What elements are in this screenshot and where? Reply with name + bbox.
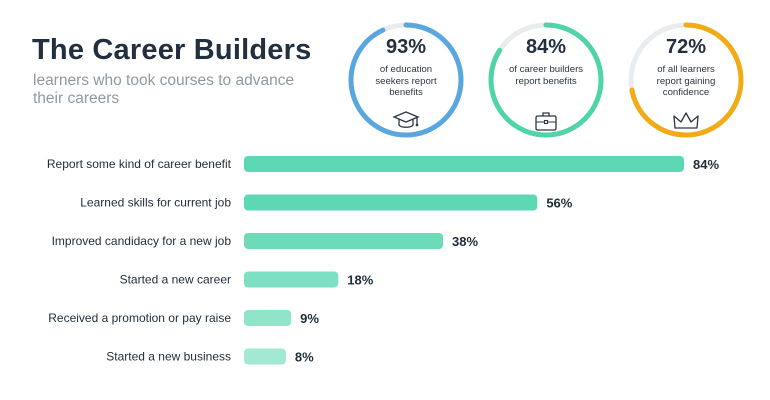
stat-value: 93% [385,36,427,58]
stat-all-learners: 72% of all learners report gaining confi… [624,18,748,142]
page-title: The Career Builders [32,34,312,66]
stat-ring [488,22,604,138]
category-label: Report some kind of career benefit [47,157,232,171]
graduation-cap-icon [392,111,420,128]
bar [244,310,292,326]
bar-chart: Report some kind of career benefit 84% Lea… [47,156,719,365]
stat-career-builders: 84% of career builders report benefits [484,18,608,142]
bar [244,194,538,211]
stat-description: of career builders report benefits [508,64,584,87]
bar [244,348,286,365]
stat-ring-arc [488,22,604,138]
category-label: Received a promotion or pay raise [48,311,231,325]
stat-ring-arc [348,22,464,138]
page-subtitle: learners who took courses to advance the… [33,72,295,107]
bar [244,156,684,172]
stat-description: of all learners report gaining confidenc… [656,64,716,98]
category-label: Started a new business [106,350,231,364]
bar [244,233,444,249]
stat-education-seekers: 93% of education seekers report benefits [344,18,468,142]
briefcase-icon [535,112,557,131]
stat-value: 72% [665,36,707,58]
stat-ring-arc [628,22,744,138]
category-label: Learned skills for current job [80,196,231,210]
bar-value-label: 8% [295,350,314,365]
crown-icon [673,112,699,129]
category-label: Started a new career [120,273,231,287]
bar-value-label: 56% [546,196,572,211]
stat-description: of education seekers report benefits [375,64,437,98]
bar-value-label: 38% [452,234,478,249]
stat-value: 84% [525,36,567,58]
bar [244,271,339,288]
stat-ring [628,22,744,138]
category-label: Improved candidacy for a new job [52,234,232,248]
bar-value-label: 84% [693,157,719,172]
bar-value-label: 18% [347,273,373,288]
bar-value-label: 9% [300,311,319,326]
stat-ring [348,22,464,138]
